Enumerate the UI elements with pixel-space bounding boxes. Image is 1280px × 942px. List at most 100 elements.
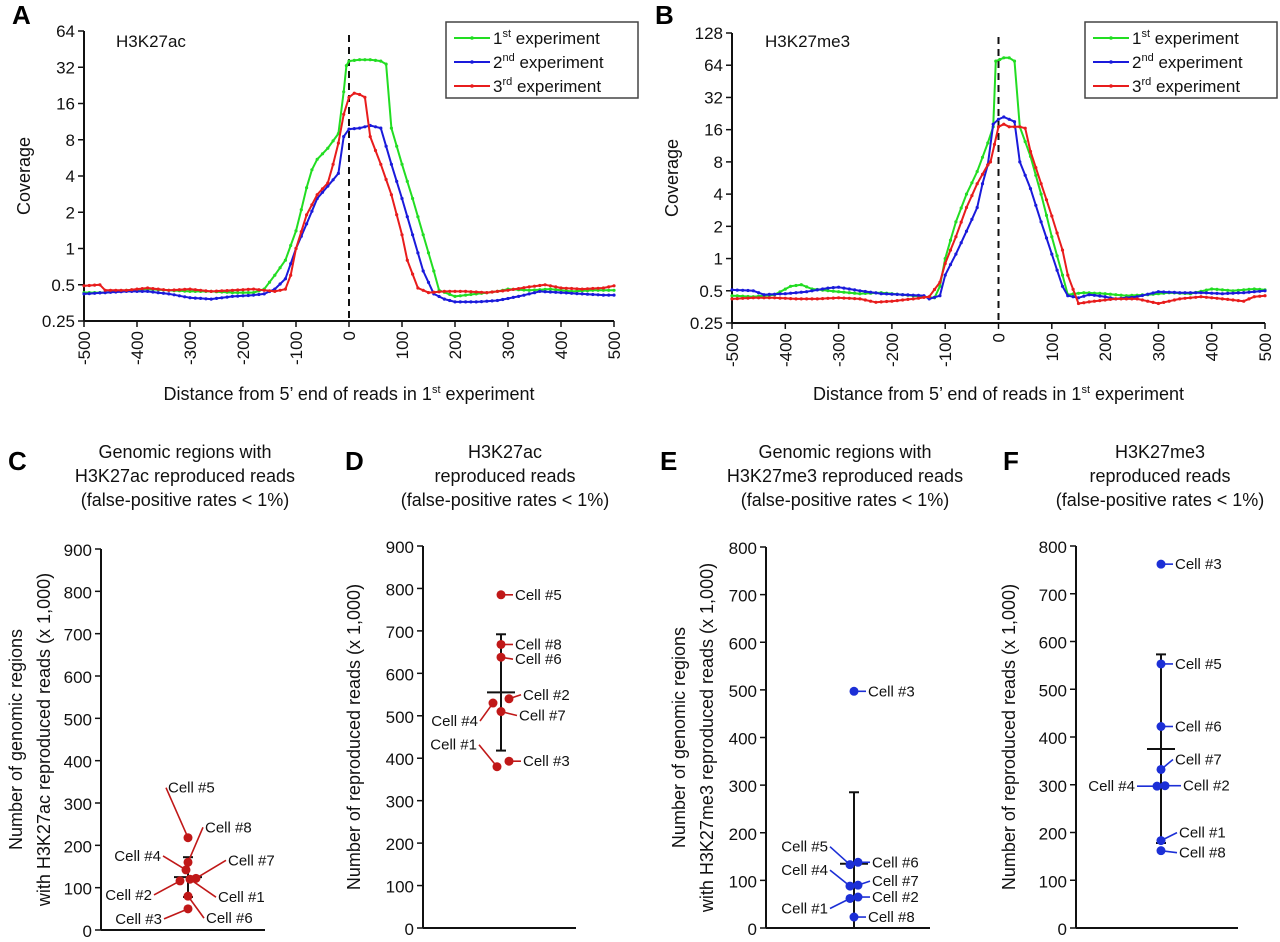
series-marker [363, 95, 367, 99]
y-tick-label: 800 [64, 583, 92, 602]
y-tick-label: 1 [714, 250, 723, 269]
series-marker [1156, 290, 1160, 294]
series-marker [474, 300, 478, 304]
series-marker [1183, 291, 1187, 295]
series-marker [831, 286, 835, 290]
point-marker [1156, 659, 1166, 669]
series-marker [986, 141, 990, 145]
data-point: Cell #1 [430, 737, 502, 772]
series-marker [453, 289, 457, 293]
data-point: Cell #8 [183, 819, 252, 867]
data-point: Cell #1 [781, 893, 855, 917]
series-marker [789, 297, 793, 301]
point-marker [183, 833, 193, 843]
series-marker [1151, 291, 1155, 295]
point-label: Cell #2 [872, 889, 919, 906]
x-axis-title-main: Distance from 5’ end of reads in 1 [813, 384, 1081, 404]
point-marker [181, 865, 191, 875]
series-marker [1103, 292, 1107, 296]
series-marker [890, 292, 894, 296]
series-marker [426, 280, 431, 284]
series-marker [1007, 117, 1011, 121]
legend-sup: st [502, 28, 511, 40]
series-marker [890, 299, 894, 303]
series-marker [294, 229, 298, 233]
series-marker [146, 289, 150, 293]
x-axis-title-sup: st [432, 384, 441, 396]
series-marker [448, 289, 452, 293]
series-marker [336, 141, 340, 145]
series-marker [252, 291, 256, 295]
point-marker [1156, 559, 1166, 569]
y-tick-label: 800 [729, 539, 757, 558]
y-tick-label: 100 [386, 878, 414, 897]
chart-title-line: H3K27ac [468, 442, 542, 462]
chart-title-line: (false-positive rates < 1%) [81, 490, 290, 510]
data-point: Cell #1 [185, 874, 265, 906]
y-tick-label: 500 [64, 710, 92, 729]
series-marker [1146, 292, 1150, 296]
series-marker [405, 258, 409, 262]
series-marker [193, 288, 197, 292]
leader-line [478, 744, 498, 768]
series-marker [1108, 292, 1112, 296]
series-marker [585, 287, 590, 291]
y-tick-label: 0.5 [51, 276, 75, 295]
series-marker [305, 222, 309, 226]
series-marker [885, 299, 889, 304]
chart-title-line: Genomic regions with [98, 442, 271, 462]
legend-num: 2 [1132, 53, 1141, 72]
series-marker [821, 287, 825, 291]
series-marker [416, 215, 420, 219]
series-marker [1194, 291, 1198, 295]
series-marker [236, 294, 240, 298]
y-tick-label: 4 [66, 167, 75, 186]
series-marker [156, 287, 160, 291]
series-marker [1034, 203, 1038, 207]
series-marker [938, 284, 942, 288]
series-marker [1060, 284, 1065, 288]
series-marker [501, 297, 505, 302]
series-marker [826, 286, 830, 290]
series-marker [172, 288, 176, 292]
series-marker [151, 290, 155, 294]
series-marker [199, 288, 203, 292]
legend-sup: nd [1141, 52, 1153, 64]
series-marker [559, 288, 563, 292]
series-marker [911, 297, 915, 301]
series-marker [735, 297, 739, 301]
data-point: Cell #5 [781, 839, 855, 870]
data-point: Cell #2 [1160, 778, 1230, 795]
series-marker [1252, 290, 1256, 294]
series-marker [1050, 235, 1054, 239]
x-axis-title-tail: experiment [1090, 384, 1184, 404]
point-label: Cell #5 [1175, 656, 1222, 673]
y-axis-title: Coverage [662, 139, 682, 217]
series-marker [815, 297, 819, 301]
legend-label: 3rd experiment [1132, 76, 1240, 96]
y-tick-label: 400 [386, 750, 414, 769]
point-marker [183, 857, 193, 867]
series-marker [209, 289, 213, 293]
series-marker [831, 296, 835, 300]
series-marker [214, 296, 219, 300]
point-label: Cell #7 [519, 708, 566, 725]
series-marker [596, 293, 600, 297]
series-marker [927, 295, 931, 299]
series-marker [257, 288, 261, 292]
data-point: Cell #7 [853, 873, 919, 890]
series-marker [916, 296, 921, 300]
series-marker [1023, 126, 1027, 130]
x-tick-label: 400 [1203, 333, 1222, 361]
series-marker [783, 287, 787, 291]
series-marker [1140, 293, 1144, 298]
series-marker [964, 205, 969, 210]
series-marker [299, 230, 303, 234]
series-marker [986, 163, 990, 167]
series-marker [895, 299, 899, 303]
series-marker [1178, 297, 1182, 301]
legend-rest: experiment [1154, 53, 1243, 72]
series-marker [805, 297, 809, 301]
data-point: Cell #6 [853, 854, 919, 871]
